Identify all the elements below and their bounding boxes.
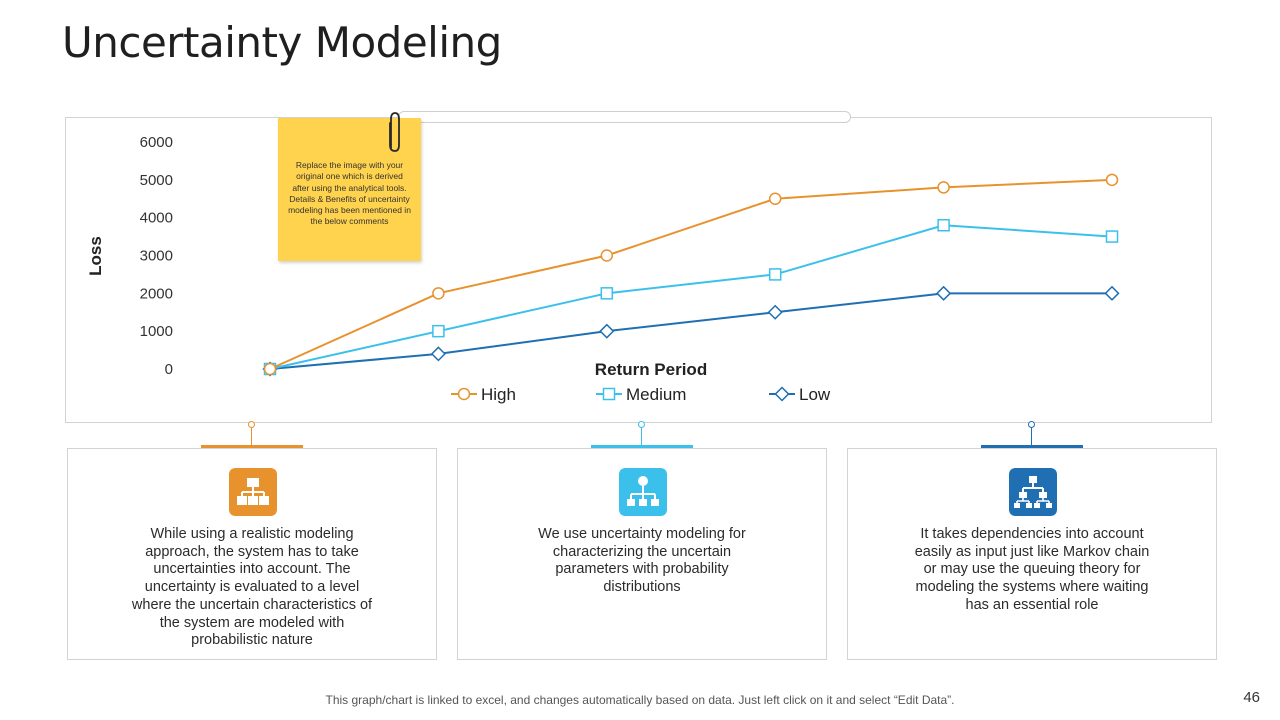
network-node-icon [619,468,667,516]
chart-frame: 0 1000 2000 3000 4000 5000 6000 Loss Return Peri… [65,117,1212,423]
data-point-low [767,304,783,320]
y-tick-label: 4000 [140,210,173,227]
page-title: Uncertainty Modeling [62,18,502,67]
connector-dot-1 [248,421,255,428]
data-point-low [1104,285,1120,301]
card-accent-bar-3 [981,445,1083,448]
card-text-1: While using a realistic modeling approac… [131,526,373,649]
info-card-1: While using a realistic modeling approac… [67,448,437,660]
line-chart: 0 1000 2000 3000 4000 5000 6000 Loss Return Peri… [86,134,1120,404]
data-point-high [1105,173,1119,187]
y-axis-label: Loss [86,236,105,276]
y-tick-label: 1000 [140,323,173,340]
series-line-high [269,178,1113,370]
legend-marker-low [774,386,790,402]
y-tick-label: 6000 [140,134,173,151]
info-card-3: It takes dependencies into account easil… [847,448,1217,660]
series-line-medium [269,224,1113,370]
y-tick-label: 5000 [140,172,173,189]
clip-bar [398,111,851,123]
connector-dot-2 [638,421,645,428]
card-text-2: We use uncertainty modeling for characte… [538,526,746,596]
card-text-3: It takes dependencies into account easil… [914,526,1150,613]
data-point-high [768,192,782,205]
connector-line-2 [641,428,642,446]
sticky-note-text: Replace the image with your original one… [288,160,411,227]
y-tick-label: 0 [165,361,173,378]
x-axis-label: Return Period [595,360,707,379]
data-point-medium [937,218,950,232]
data-point-low [599,323,615,339]
paperclip-icon [389,112,400,152]
connector-line-3 [1031,428,1032,446]
data-point-medium [432,324,445,338]
sticky-note: Replace the image with your original one… [278,118,421,261]
data-point-medium [600,287,614,300]
data-point-high [937,181,950,194]
legend-marker-high [457,387,471,401]
data-point-medium [1105,230,1119,243]
data-point-low [430,346,446,362]
legend-label-low: Low [799,385,831,404]
data-point-high [600,249,614,262]
hierarchy-icon [1009,468,1057,516]
info-card-2: We use uncertainty modeling for characte… [457,448,827,660]
footer-note: This graph/chart is linked to excel, and… [325,693,955,707]
series-line-low [269,292,1112,370]
connector-line-1 [251,428,252,446]
y-tick-label: 2000 [140,285,173,302]
legend-marker-medium [602,387,616,401]
legend-label-high: High [481,385,516,404]
data-point-high [263,362,277,376]
y-tick-label: 3000 [140,248,173,265]
page-number: 46 [1243,689,1260,706]
data-point-medium [768,268,782,281]
connector-dot-3 [1028,421,1035,428]
card-accent-bar-1 [201,445,303,448]
data-point-low [936,285,952,301]
org-chart-icon [229,468,277,516]
card-accent-bar-2 [591,445,693,448]
legend-label-medium: Medium [626,385,686,404]
data-point-high [432,287,445,300]
